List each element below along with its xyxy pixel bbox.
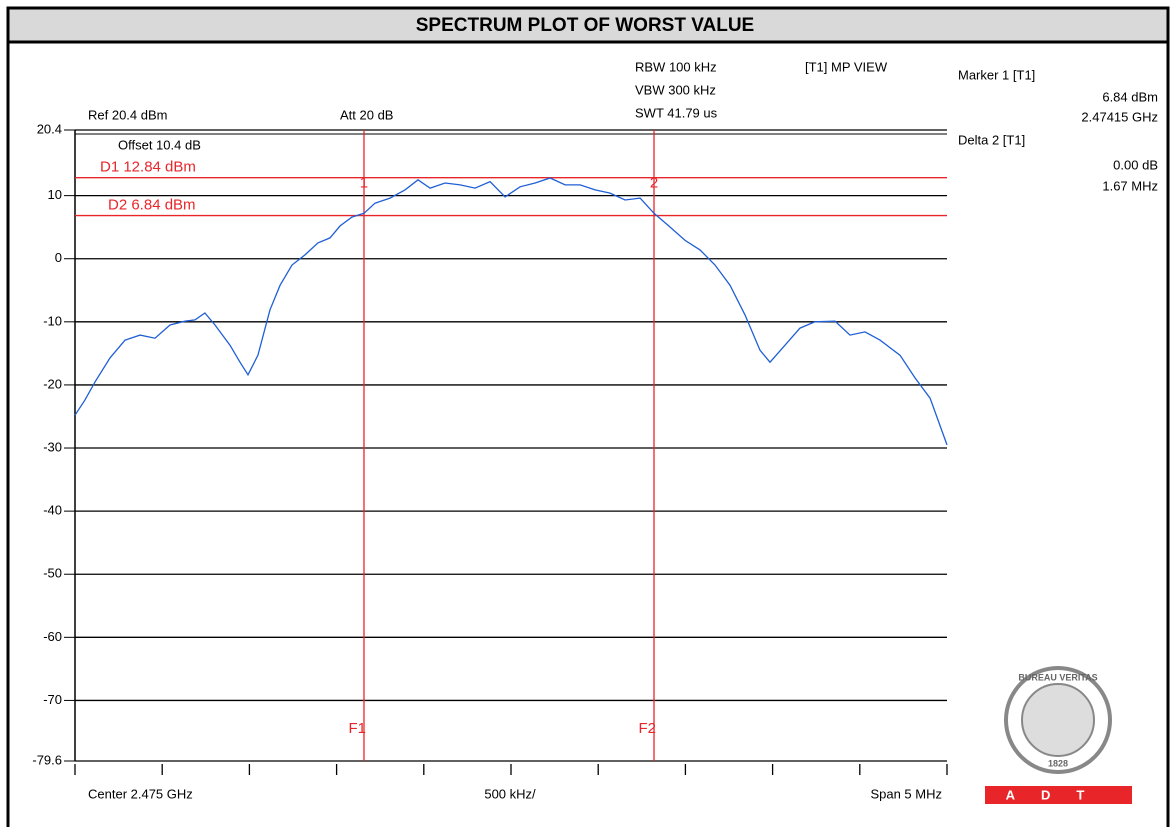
setting: RBW 100 kHz — [635, 59, 717, 74]
y-tick-label: 20.4 — [37, 121, 62, 136]
title-bar — [6, 6, 1170, 44]
marker-label: 2 — [650, 175, 658, 192]
logo-name: BUREAU VERITAS — [1018, 672, 1097, 682]
y-tick-label: 10 — [48, 187, 62, 202]
readout: 0.00 dB — [1113, 157, 1158, 172]
x-label: Span 5 MHz — [870, 786, 942, 801]
trace — [74, 177, 948, 446]
x-label: 500 kHz/ — [484, 786, 536, 801]
readout: Delta 2 [T1] — [958, 132, 1025, 147]
offset: Offset 10.4 dB — [118, 137, 201, 152]
y-tick-label: -60 — [43, 629, 62, 644]
logo-year: 1828 — [1048, 758, 1068, 768]
y-tick-label: -79.6 — [32, 752, 62, 767]
readout: 6.84 dBm — [1102, 89, 1158, 104]
logo-core — [1021, 683, 1095, 757]
frequency-line-label: F2 — [638, 720, 656, 737]
readout: 2.47415 GHz — [1081, 109, 1158, 124]
setting: VBW 300 kHz — [635, 82, 716, 97]
y-tick-label: -50 — [43, 566, 62, 581]
x-label: Center 2.475 GHz — [88, 786, 193, 801]
y-tick-label: -40 — [43, 503, 62, 518]
setting: SWT 41.79 us — [635, 105, 718, 120]
display-line-label: D1 12.84 dBm — [100, 159, 196, 176]
y-tick-label: -20 — [43, 376, 62, 391]
view: [T1] MP VIEW — [805, 59, 888, 74]
logo-bar — [985, 786, 1132, 804]
chart-title: SPECTRUM PLOT OF WORST VALUE — [416, 15, 754, 36]
ref-level: Ref 20.4 dBm — [88, 107, 168, 122]
readout: Marker 1 [T1] — [958, 67, 1035, 82]
y-tick-label: -30 — [43, 439, 62, 454]
frequency-line-label: F1 — [348, 720, 366, 737]
logo: BUREAU VERITAS 1828 ADT — [985, 666, 1132, 804]
marker-label: 1 — [360, 175, 368, 192]
y-tick-label: -10 — [43, 313, 62, 328]
y-tick-label: 0 — [55, 250, 62, 265]
y-tick-label: -70 — [43, 692, 62, 707]
logo-company: ADT — [1006, 787, 1111, 802]
attenuation: Att 20 dB — [340, 107, 393, 122]
readout: 1.67 MHz — [1102, 178, 1158, 193]
display-line-label: D2 6.84 dBm — [108, 197, 196, 214]
